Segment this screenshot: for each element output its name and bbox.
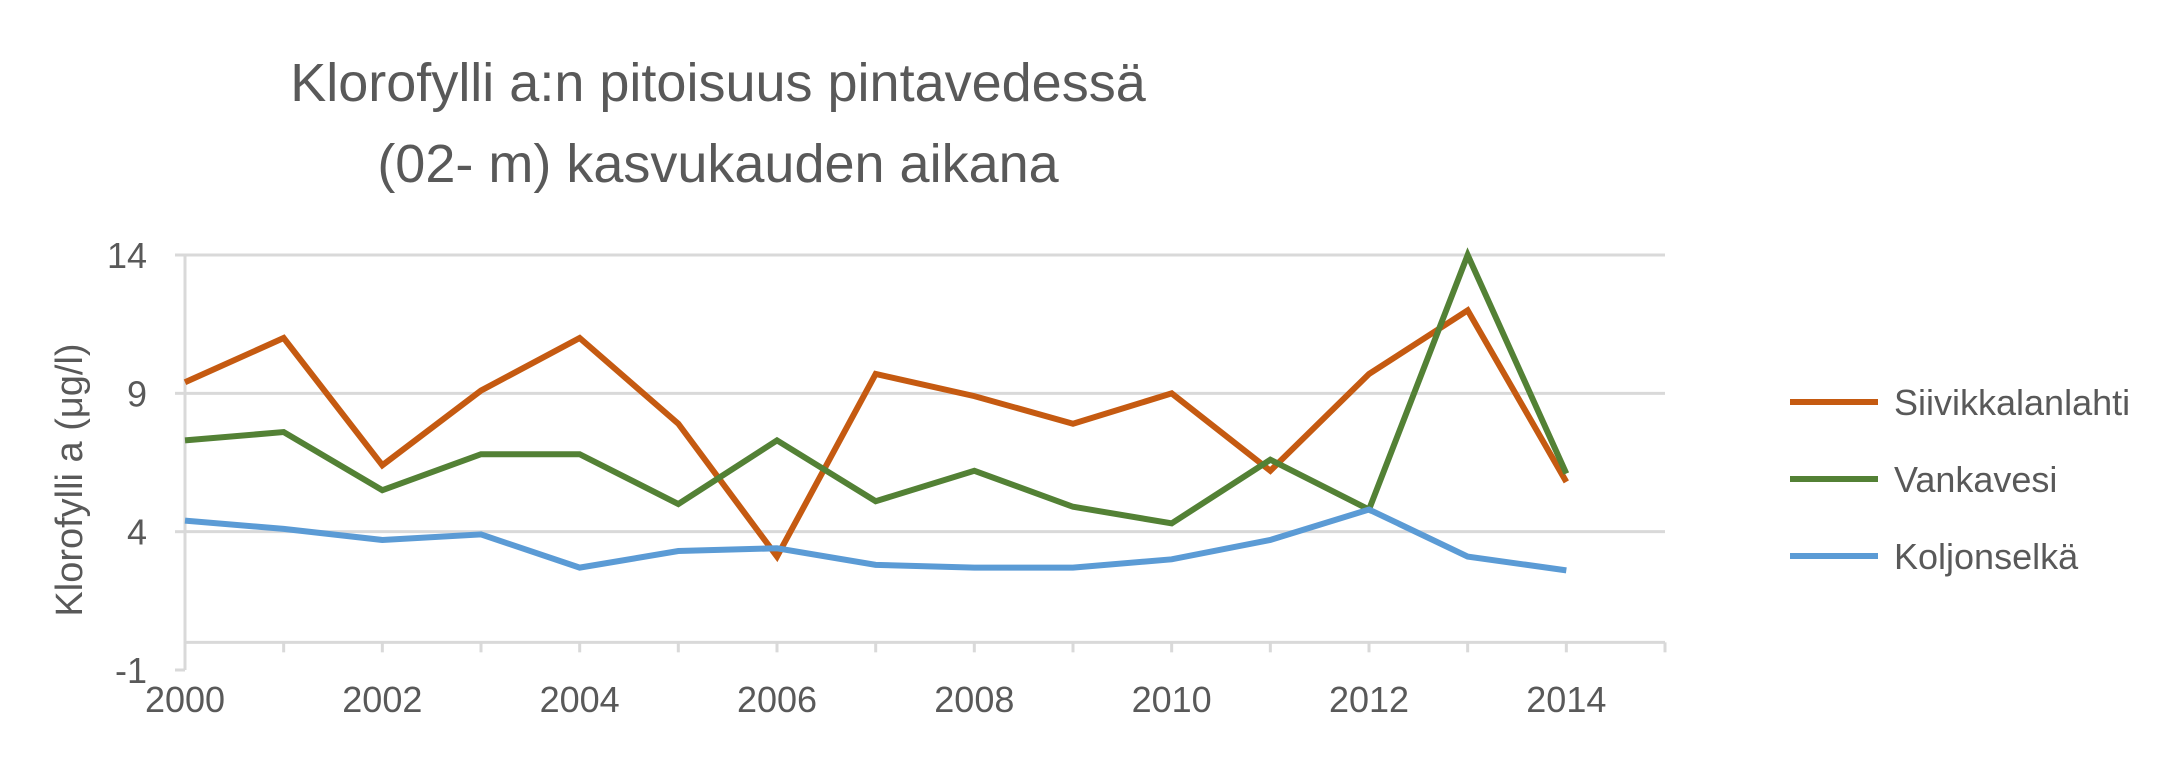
series-line-Koljonselkä — [184, 506, 1567, 574]
chart-title-line-1: Klorofylli a:n pitoisuus pintavedessä — [290, 53, 1146, 113]
series-lines — [183, 247, 1570, 574]
series-line-Siivikkalanlahti — [183, 306, 1569, 563]
chart-title-line-2: (02- m) kasvukauden aikana — [377, 134, 1059, 194]
x-tick-label: 2006 — [737, 679, 817, 720]
axes: -1 4 9 14 2000 2002 2004 2006 2008 2010 2012 2014 — [107, 235, 1667, 720]
gridlines — [185, 253, 1665, 534]
x-tick-label: 2002 — [342, 679, 422, 720]
y-tick-label: 9 — [127, 373, 147, 414]
y-tick-label: -1 — [115, 650, 147, 691]
x-tick-label: 2010 — [1132, 679, 1212, 720]
x-tick-label: 2008 — [934, 679, 1014, 720]
x-tick-label: 2014 — [1526, 679, 1606, 720]
legend-label: Vankavesi — [1894, 459, 2057, 500]
x-tick-label: 2012 — [1329, 679, 1409, 720]
x-tick-label: 2000 — [145, 679, 225, 720]
y-tick-label: 14 — [107, 235, 147, 276]
x-tick-label: 2004 — [540, 679, 620, 720]
y-tick-label: 4 — [127, 512, 147, 553]
legend-label: Siivikkalanlahti — [1894, 382, 2130, 423]
legend-label: Koljonselkä — [1894, 536, 2079, 577]
series-line-Vankavesi — [184, 247, 1570, 527]
legend: Siivikkalanlahti Vankavesi Koljonselkä — [1790, 382, 2130, 577]
y-axis-label: Klorofylli a (μg/l) — [49, 343, 91, 616]
